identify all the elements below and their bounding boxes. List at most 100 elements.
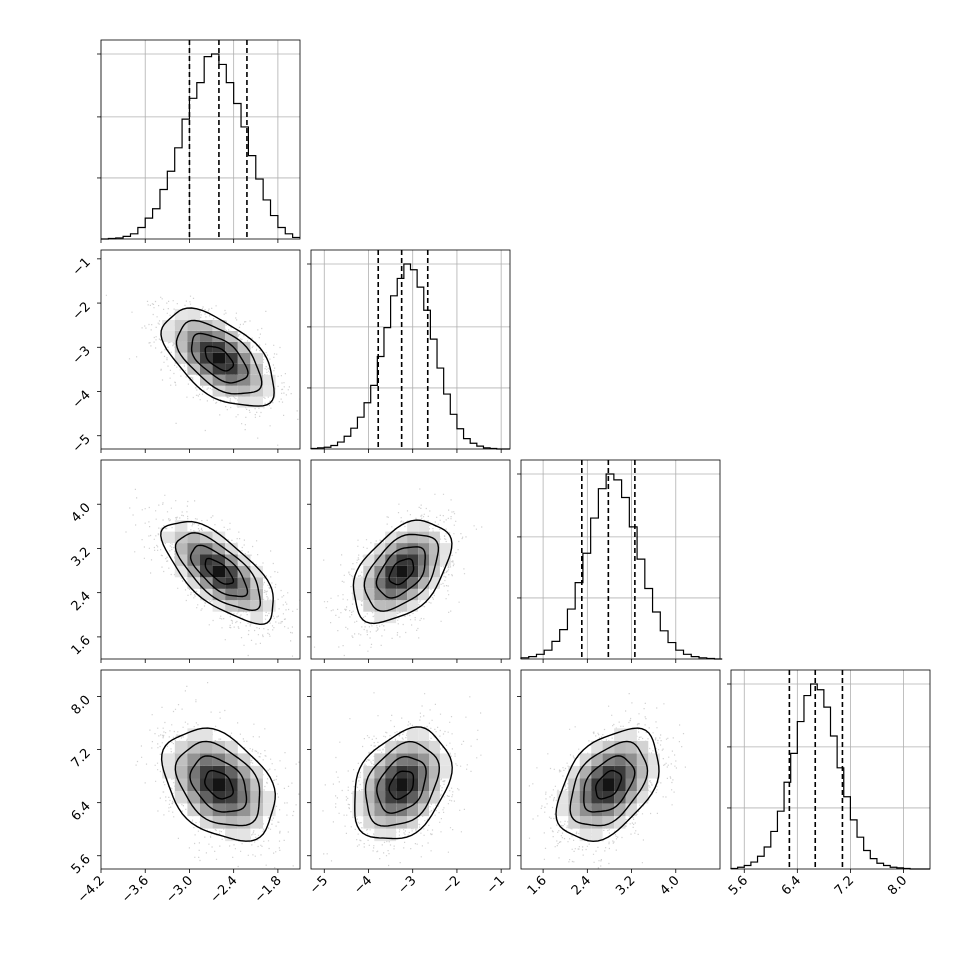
density-cell (225, 740, 238, 754)
density-cell (429, 753, 440, 766)
density-cell (385, 611, 397, 624)
density-cell (418, 728, 429, 741)
x-tick-label: 2.4 (569, 873, 594, 898)
density-cell (429, 554, 440, 566)
density-cell (225, 331, 238, 342)
contour-3 (160, 307, 275, 407)
density-cell (187, 341, 200, 353)
density-cell (579, 816, 592, 829)
density-cell (237, 554, 251, 566)
density-cell (212, 588, 226, 601)
contour-2 (174, 532, 262, 612)
density-cell (429, 766, 440, 779)
density-cell (212, 791, 226, 804)
contour-1 (189, 755, 248, 813)
density-cell (407, 766, 418, 779)
density-cell (385, 803, 397, 817)
x-tick-label: 5.6 (726, 873, 751, 898)
density-cell (212, 565, 226, 578)
contour-3 (555, 727, 660, 843)
density-cell (407, 600, 418, 612)
density-cell (374, 778, 386, 791)
density-cell (174, 520, 188, 532)
contour-2 (175, 319, 263, 395)
histogram-step-0 (101, 53, 300, 240)
y-tick-label: 4.0 (69, 500, 94, 525)
density-cell (385, 531, 397, 543)
density-cell (556, 791, 569, 804)
density-cell (614, 753, 626, 766)
density-cell (225, 565, 238, 578)
density-cell (429, 531, 440, 543)
density-cell (396, 778, 408, 791)
density-cell (614, 791, 626, 804)
contour-0 (388, 558, 415, 586)
scatter-panel-1-2 (307, 488, 502, 663)
density-cell (187, 352, 200, 364)
density-cell (174, 565, 188, 578)
scatter-1-2-frame (310, 459, 511, 660)
y-tick-label: 5.6 (69, 852, 94, 877)
histogram-2-frame (520, 459, 721, 660)
density-cell (250, 396, 263, 408)
contour-1 (583, 755, 636, 813)
density-cell (200, 791, 213, 804)
density-cell (363, 600, 375, 612)
density-cell (579, 828, 592, 842)
density-cell (418, 588, 429, 601)
histogram-3-frame (730, 669, 931, 870)
density-cell (352, 791, 364, 804)
density-cell (374, 766, 386, 779)
contour-1 (189, 544, 249, 598)
y-tick-label: 2.4 (69, 589, 94, 614)
density-cell (212, 543, 226, 555)
density-cell (187, 803, 200, 817)
histogram-step-1 (310, 263, 510, 450)
density-cell (374, 543, 386, 555)
contour-0 (204, 769, 234, 800)
y-tick-label: 7.2 (69, 746, 94, 771)
density-cell (440, 766, 451, 779)
density-cell (407, 588, 418, 601)
density-cell (625, 728, 637, 741)
density-cell (237, 803, 251, 817)
density-cell (418, 791, 429, 804)
density-cell (363, 766, 375, 779)
density-cell (212, 803, 226, 817)
density-cell (187, 565, 200, 578)
density-cell (212, 554, 226, 566)
contour-1 (376, 756, 427, 814)
density-cell (396, 753, 408, 766)
histogram-panel-2 (517, 460, 723, 660)
x-tick-label: −2 (440, 873, 464, 897)
corner-panels (97, 39, 931, 873)
density-cell (440, 554, 451, 566)
density-cell (396, 600, 408, 612)
density-cell (579, 753, 592, 766)
density-cell (614, 816, 626, 829)
density-cell (418, 531, 429, 543)
scatter-0-3-frame (100, 669, 301, 870)
density-cell (263, 600, 276, 612)
density-cell (250, 778, 263, 791)
density-cell (225, 363, 238, 375)
density-cell (363, 816, 375, 829)
density-cell (636, 778, 649, 791)
density-cell (225, 385, 238, 397)
density-cell (625, 753, 637, 766)
density-cell (591, 816, 603, 829)
density-cell (636, 753, 649, 766)
density-cell (396, 531, 408, 543)
x-tick-label: −4.2 (75, 873, 108, 906)
density-cell (250, 816, 263, 829)
density-cell (237, 565, 251, 578)
density-cell (636, 740, 649, 754)
density-cell (614, 803, 626, 817)
density-cell (225, 374, 238, 386)
density-cell (374, 803, 386, 817)
y-tick-label: 3.2 (69, 545, 94, 570)
density-cell (212, 778, 226, 791)
contour-1 (190, 332, 249, 384)
y-tick-label: 8.0 (69, 693, 94, 718)
density-cell (591, 828, 603, 842)
